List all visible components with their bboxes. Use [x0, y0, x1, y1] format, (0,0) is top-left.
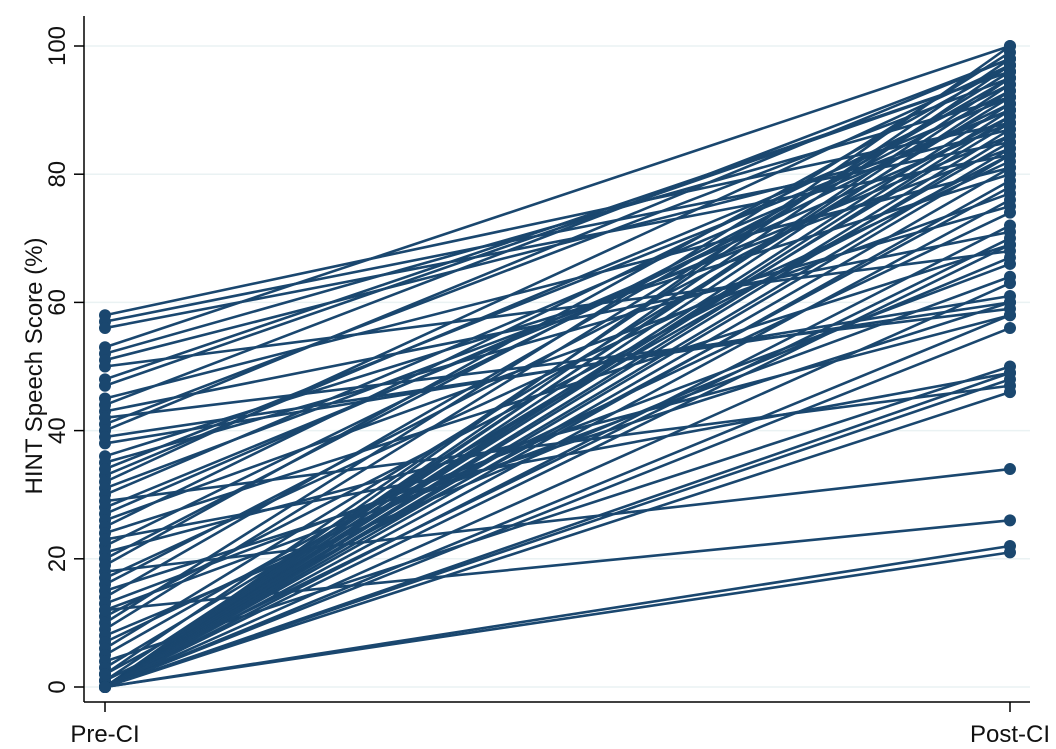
pre-ci-point-71 [99, 668, 111, 681]
y-tick-label-80: 80 [44, 161, 71, 188]
post-ci-point-58 [1004, 161, 1016, 174]
subject-line-22 [104, 192, 1011, 522]
post-ci-point-62 [1004, 238, 1016, 251]
subject-line-68 [104, 390, 1011, 689]
post-ci-point-38 [1004, 251, 1016, 264]
subject-line-35 [104, 153, 1011, 618]
subject-line-72 [104, 275, 1011, 612]
post-ci-point-79 [1004, 65, 1016, 78]
subject-line-55 [104, 134, 1011, 689]
subject-line-57 [104, 153, 1011, 689]
y-tick-label-40: 40 [44, 417, 71, 444]
y-tick-label-100: 100 [44, 26, 71, 66]
post-ci-point-64 [1004, 309, 1016, 322]
axes [83, 16, 1030, 703]
post-ci-point-70 [1004, 546, 1016, 559]
x-tick-label-0: Pre-CI [70, 721, 139, 748]
subject-line-58 [104, 166, 1011, 689]
ticks: 0 20 40 60 80 100 Pre-CI Post-CI [44, 26, 1050, 748]
subject-line-63 [104, 281, 1011, 689]
pre-ci-point-76 [99, 431, 111, 444]
post-ci-point-78 [1004, 148, 1016, 161]
subject-line-59 [104, 179, 1011, 689]
post-ci-point-34 [1004, 514, 1016, 527]
y-tick-label-60: 60 [44, 289, 71, 316]
x-tick-label-1: Post-CI [970, 721, 1050, 748]
post-ci-point-50 [1004, 84, 1016, 97]
subject-line-62 [104, 243, 1011, 689]
post-ci-point-39 [1004, 206, 1016, 219]
pre-ci-point-79 [99, 379, 111, 392]
subject-line-71 [104, 57, 1011, 676]
post-ci-point-65 [1004, 322, 1016, 335]
y-axis-title: HINT Speech Score (%) [21, 238, 48, 495]
subject-line-78 [104, 153, 1011, 330]
post-ci-point-74 [1004, 366, 1016, 379]
subject-line-70 [104, 551, 1011, 689]
post-ci-point-59 [1004, 174, 1016, 187]
y-tick-label-0: 0 [44, 680, 71, 693]
subject-line-37 [104, 70, 1011, 631]
subject-line-16 [104, 64, 1011, 484]
subject-line-67 [104, 378, 1011, 689]
subject-line-50 [104, 89, 1011, 689]
subject-line-49 [104, 76, 1011, 689]
subject-line-0 [104, 121, 1011, 317]
subject-line-76 [104, 301, 1011, 439]
post-ci-point-76 [1004, 296, 1016, 309]
pre-ci-point-73 [99, 559, 111, 572]
post-ci-point-55 [1004, 129, 1016, 142]
subject-line-77 [104, 57, 1011, 407]
y-tick-label-20: 20 [44, 545, 71, 572]
pre-ci-point-70 [99, 681, 111, 693]
pre-ci-point-72 [99, 604, 111, 617]
pre-ci-point-5 [99, 360, 111, 373]
post-ci-point-68 [1004, 386, 1016, 399]
subject-line-9 [104, 307, 1011, 420]
subject-line-23 [104, 83, 1011, 528]
subject-line-75 [104, 108, 1011, 471]
subject-line-64 [104, 314, 1011, 689]
post-ci-point-61 [1004, 219, 1016, 232]
subject-line-73 [104, 64, 1011, 567]
subject-line-53 [104, 115, 1011, 689]
data-series [99, 40, 1016, 693]
subject-line-11 [104, 57, 1011, 432]
subject-line-2 [104, 44, 1011, 349]
post-ci-point-77 [1004, 52, 1016, 65]
pre-ci-point-75 [99, 463, 111, 476]
pre-ci-point-77 [99, 398, 111, 411]
subject-line-79 [104, 70, 1011, 387]
post-ci-point-47 [1004, 40, 1016, 52]
post-ci-point-60 [1004, 193, 1016, 206]
subject-line-20 [104, 134, 1011, 509]
post-ci-point-28 [1004, 463, 1016, 476]
pre-ci-point-74 [99, 533, 111, 546]
subject-line-18 [104, 108, 1011, 496]
subject-line-74 [104, 371, 1011, 541]
subject-line-65 [104, 326, 1011, 689]
post-ci-point-72 [1004, 270, 1016, 283]
pre-ci-point-78 [99, 322, 111, 335]
post-ci-point-75 [1004, 104, 1016, 117]
